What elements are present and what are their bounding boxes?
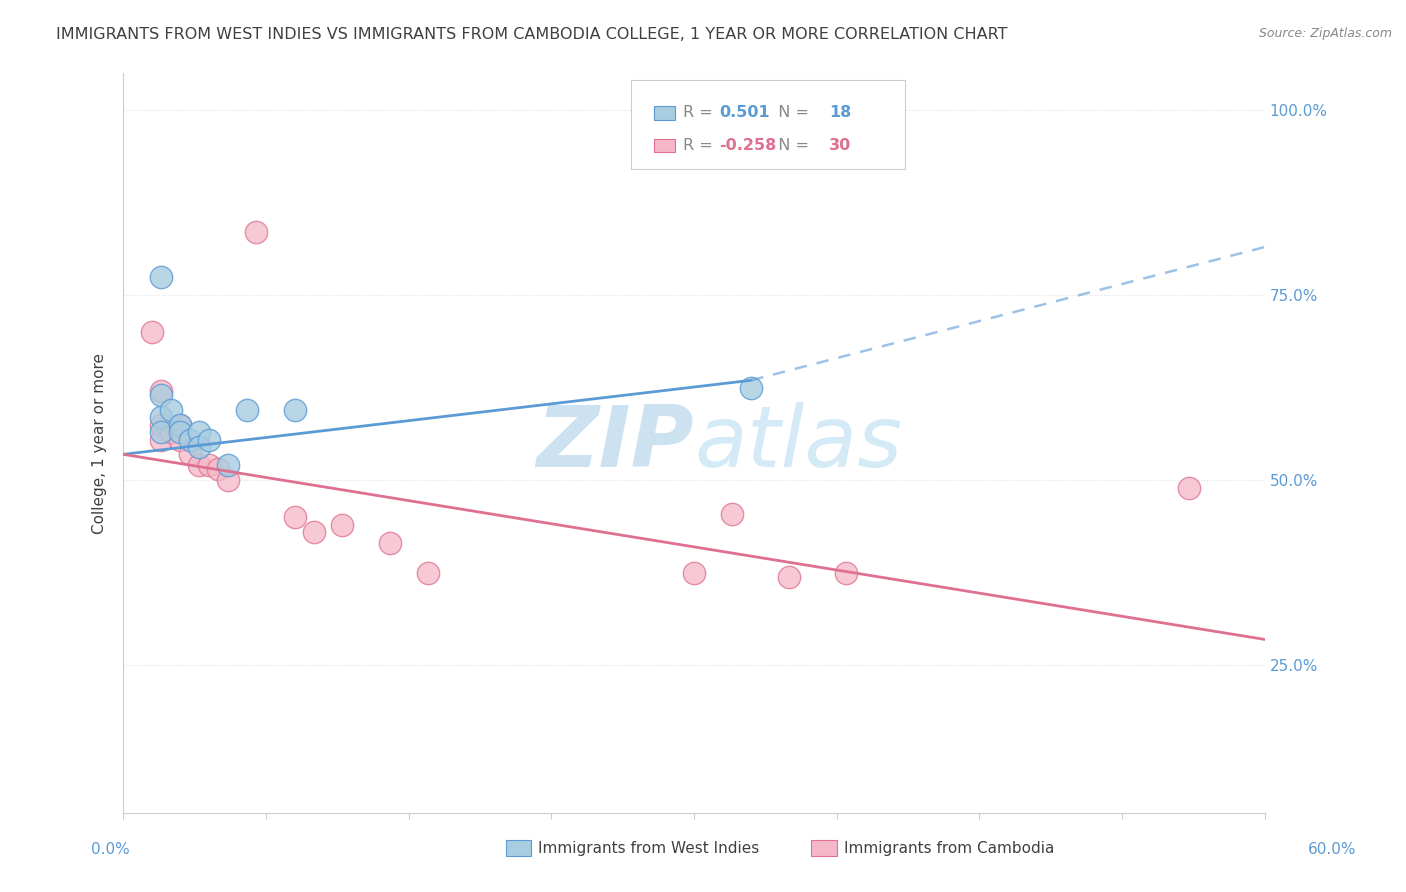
Point	[160, 403, 183, 417]
Point	[169, 417, 191, 432]
Text: 30: 30	[828, 138, 851, 153]
Text: Source: ZipAtlas.com: Source: ZipAtlas.com	[1258, 27, 1392, 40]
Text: atlas: atlas	[695, 401, 903, 484]
Text: N =: N =	[768, 105, 814, 120]
Text: 0.0%: 0.0%	[91, 842, 131, 856]
Point	[283, 510, 305, 524]
Text: N =: N =	[768, 138, 814, 153]
FancyBboxPatch shape	[631, 80, 905, 169]
Text: 18: 18	[828, 105, 851, 120]
Point	[302, 525, 325, 540]
Text: 0.501: 0.501	[720, 105, 770, 120]
Y-axis label: College, 1 year or more: College, 1 year or more	[93, 352, 107, 533]
Point	[283, 403, 305, 417]
Point	[217, 458, 239, 473]
Point	[141, 325, 163, 339]
Point	[740, 381, 762, 395]
Point	[179, 447, 201, 461]
Point	[160, 425, 183, 439]
Point	[835, 566, 858, 580]
Point	[721, 507, 744, 521]
Text: IMMIGRANTS FROM WEST INDIES VS IMMIGRANTS FROM CAMBODIA COLLEGE, 1 YEAR OR MORE : IMMIGRANTS FROM WEST INDIES VS IMMIGRANT…	[56, 27, 1008, 42]
Point	[169, 417, 191, 432]
Point	[236, 403, 259, 417]
Text: -0.258: -0.258	[720, 138, 776, 153]
Text: R =: R =	[683, 138, 717, 153]
Point	[150, 384, 173, 399]
Point	[150, 410, 173, 425]
Point	[150, 425, 173, 439]
Point	[217, 473, 239, 487]
Point	[188, 458, 211, 473]
Point	[1177, 481, 1199, 495]
Point	[188, 440, 211, 454]
Point	[198, 433, 221, 447]
Point	[330, 517, 353, 532]
Point	[416, 566, 439, 580]
Text: R =: R =	[683, 105, 717, 120]
Point	[245, 225, 267, 239]
Text: ZIP: ZIP	[537, 401, 695, 484]
Point	[198, 458, 221, 473]
Point	[169, 433, 191, 447]
Point	[207, 462, 229, 476]
Point	[150, 417, 173, 432]
Point	[169, 425, 191, 439]
Point	[150, 269, 173, 284]
Text: Immigrants from Cambodia: Immigrants from Cambodia	[844, 841, 1054, 855]
Point	[150, 388, 173, 402]
FancyBboxPatch shape	[654, 106, 675, 120]
Text: 60.0%: 60.0%	[1309, 842, 1357, 856]
FancyBboxPatch shape	[654, 139, 675, 153]
Point	[378, 536, 401, 550]
Point	[683, 566, 706, 580]
Text: Immigrants from West Indies: Immigrants from West Indies	[538, 841, 759, 855]
Point	[188, 425, 211, 439]
Point	[179, 433, 201, 447]
Point	[150, 433, 173, 447]
Point	[778, 569, 800, 583]
